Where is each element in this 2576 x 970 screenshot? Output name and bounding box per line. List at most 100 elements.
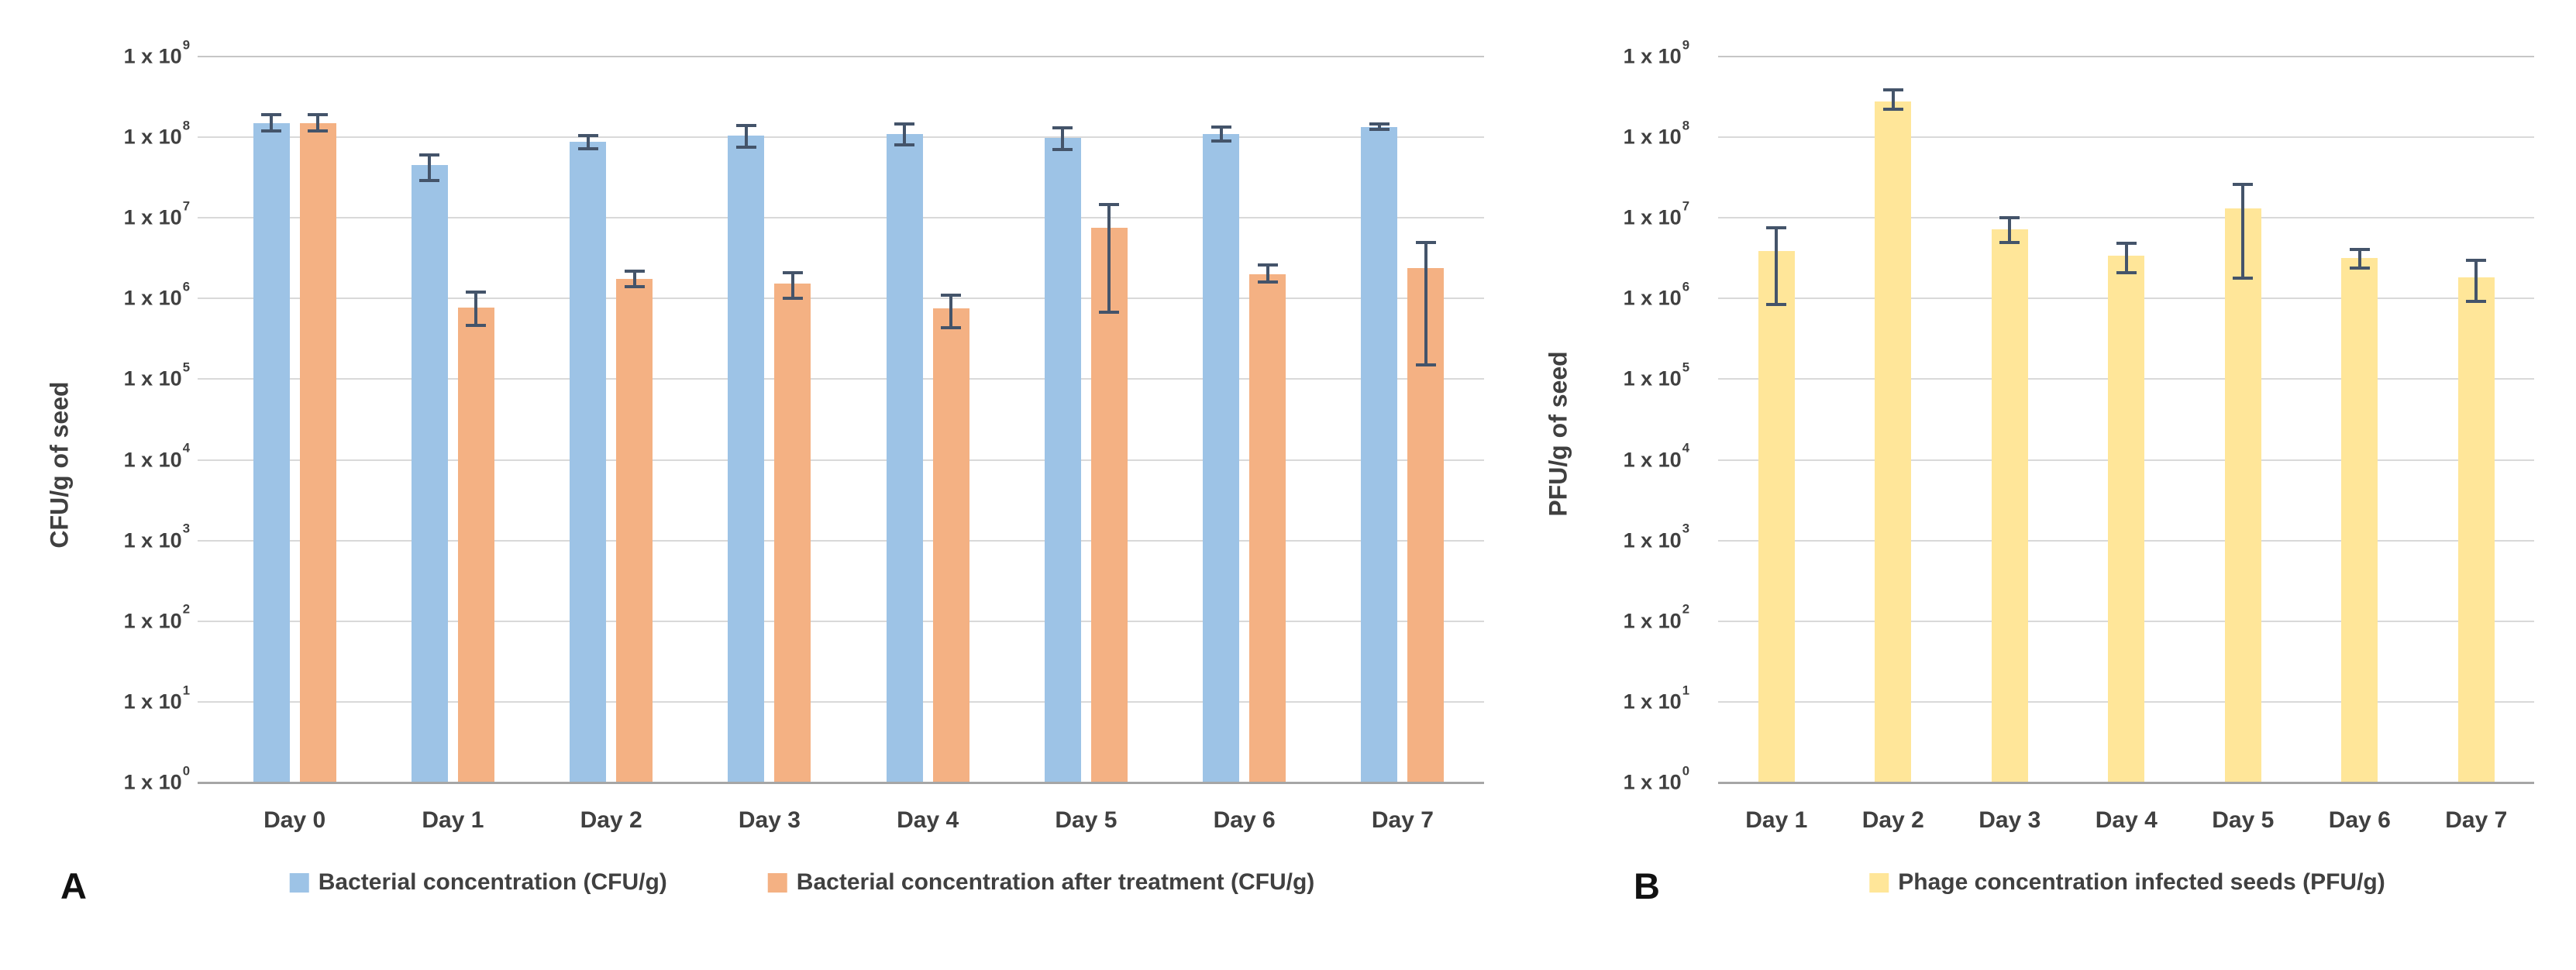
x-axis-label: Day 2 [580, 807, 642, 833]
error-bar-cap-top [577, 133, 598, 137]
y-gridline [198, 620, 1484, 622]
error-bar [2124, 243, 2128, 273]
y-tick-label: 1 x 106 [123, 279, 190, 310]
bar-day-0-s0 [253, 122, 290, 783]
error-bar-cap-top [2466, 258, 2487, 262]
x-axis-label: Day 7 [2445, 807, 2508, 833]
error-bar-cap-bottom [2466, 299, 2487, 303]
error-bar [2008, 218, 2012, 242]
error-bar [1107, 205, 1111, 312]
error-bar [586, 135, 590, 149]
y-tick-label: 1 x 102 [123, 601, 190, 633]
error-bar-cap-top [466, 291, 487, 294]
error-bar-cap-bottom [308, 129, 329, 132]
y-tick-label: 1 x 101 [123, 683, 190, 714]
legend-item: Bacterial concentration (CFU/g) [289, 869, 667, 896]
x-axis-label: Day 5 [1055, 807, 1118, 833]
error-bar [474, 292, 478, 326]
y-tick-label: 1 x 104 [123, 440, 190, 472]
bar-day-1-s0 [411, 165, 448, 783]
x-axis-label: Day 3 [738, 807, 801, 833]
error-bar-cap-top [419, 153, 440, 157]
x-axis-line [1718, 782, 2534, 784]
x-axis-label: Day 1 [422, 807, 484, 833]
error-bar [1377, 124, 1381, 129]
legend-item: Bacterial concentration after treatment … [767, 869, 1314, 896]
y-gridline [198, 459, 1484, 461]
error-bar [270, 115, 274, 131]
error-bar-cap-top [1415, 240, 1436, 244]
error-bar-cap-bottom [1999, 240, 2020, 244]
y-gridline [198, 700, 1484, 703]
bar-day-1-s0 [1758, 250, 1795, 783]
error-bar-cap-top [261, 113, 282, 117]
bar-day-2-s0 [1875, 101, 1912, 783]
error-bar [1061, 128, 1065, 150]
error-bar-cap-bottom [1211, 139, 1231, 143]
y-gridline [1718, 136, 2534, 139]
y-tick-label: 1 x 105 [1623, 359, 1689, 390]
legend-label: Phage concentration infected seeds (PFU/… [1898, 869, 2385, 895]
panel-a-label: A [60, 865, 87, 906]
panel-b-label: B [1634, 865, 1660, 906]
error-bar-cap-bottom [1766, 302, 1787, 306]
panel-b-y-axis-title: PFU/g of seed [1544, 351, 1572, 517]
legend-swatch-icon [289, 872, 309, 893]
error-bar-cap-bottom [2233, 276, 2254, 280]
bar-day-4-s0 [2108, 256, 2145, 783]
y-tick-label: 1 x 102 [1623, 601, 1689, 633]
error-bar-cap-top [308, 113, 329, 117]
error-bar-cap-top [1999, 216, 2020, 220]
y-tick-label: 1 x 101 [1623, 683, 1689, 714]
error-bar-cap-top [782, 270, 803, 274]
bar-day-7-s0 [1361, 126, 1398, 783]
error-bar-cap-top [1766, 226, 1787, 230]
y-tick-label: 1 x 108 [123, 118, 190, 149]
bar-day-3-s1 [774, 283, 811, 783]
y-tick-label: 1 x 109 [123, 37, 190, 68]
y-tick-label: 1 x 107 [1623, 198, 1689, 229]
y-tick-label: 1 x 105 [123, 359, 190, 390]
error-bar-cap-top [1099, 203, 1120, 207]
error-bar [632, 270, 636, 287]
error-bar [2241, 184, 2245, 278]
legend-label: Bacterial concentration (CFU/g) [318, 869, 667, 895]
x-axis-label: Day 0 [263, 807, 326, 833]
x-axis-label: Day 3 [1978, 807, 2041, 833]
y-tick-label: 1 x 106 [1623, 279, 1689, 310]
error-bar-cap-top [624, 269, 645, 273]
bar-day-2-s1 [616, 279, 653, 783]
error-bar-cap-top [894, 122, 915, 126]
x-axis-label: Day 7 [1371, 807, 1434, 833]
error-bar-cap-bottom [1369, 128, 1390, 132]
bar-day-1-s1 [457, 307, 494, 783]
legend-swatch-icon [767, 872, 787, 893]
y-tick-label: 1 x 103 [123, 521, 190, 552]
legend-item: Phage concentration infected seeds (PFU/… [1869, 869, 2385, 896]
y-tick-label: 1 x 108 [1623, 118, 1689, 149]
x-axis-label: Day 6 [2328, 807, 2391, 833]
error-bar-cap-bottom [261, 129, 282, 132]
y-tick-label: 1 x 109 [1623, 37, 1689, 68]
error-bar [790, 272, 794, 299]
error-bar-cap-top [2233, 183, 2254, 187]
error-bar [903, 124, 907, 146]
y-tick-label: 1 x 107 [123, 198, 190, 229]
bar-day-5-s0 [1044, 138, 1081, 783]
panel-a-legend: Bacterial concentration (CFU/g) Bacterial… [289, 869, 1314, 896]
error-bar-cap-top [1257, 263, 1278, 267]
error-bar [1891, 89, 1895, 110]
x-axis-label: Day 1 [1745, 807, 1808, 833]
x-axis-line [198, 782, 1484, 784]
error-bar-cap-bottom [624, 285, 645, 289]
y-tick-label: 1 x 100 [1623, 763, 1689, 794]
x-axis-label: Day 4 [897, 807, 959, 833]
error-bar [316, 115, 320, 131]
error-bar-cap-bottom [466, 324, 487, 328]
bar-day-6-s1 [1249, 273, 1286, 783]
bar-day-7-s0 [2457, 277, 2495, 783]
error-bar-cap-bottom [577, 146, 598, 150]
error-bar-cap-top [1882, 88, 1903, 91]
error-bar-cap-bottom [941, 326, 962, 330]
